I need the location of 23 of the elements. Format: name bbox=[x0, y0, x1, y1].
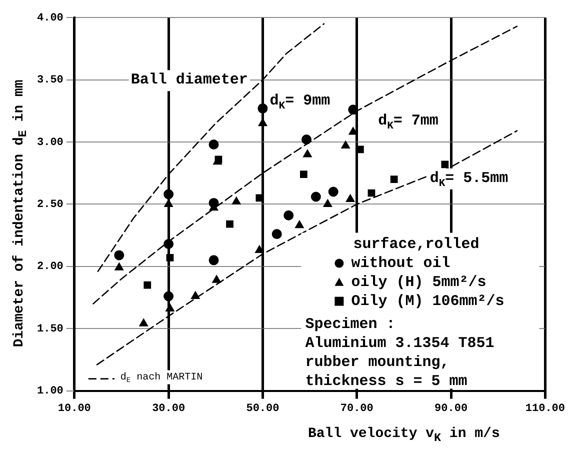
x-tick-label: 90.00 bbox=[434, 403, 468, 416]
y-tick-label: 4.00 bbox=[37, 12, 64, 24]
x-tick-label: 50.00 bbox=[246, 403, 280, 416]
y-tick-label: 1.00 bbox=[37, 386, 64, 398]
y-tick-label: 2.00 bbox=[37, 261, 64, 274]
legend-label: Oily (M) 106mm²/s bbox=[351, 293, 504, 310]
y-tick-label: 3.50 bbox=[37, 74, 64, 87]
y-tick-label: 3.00 bbox=[37, 136, 64, 149]
x-tick-label: 30.00 bbox=[152, 403, 186, 416]
y-tick-label: 2.50 bbox=[37, 198, 64, 211]
annotation: Specimen : bbox=[305, 316, 396, 334]
annotation: thickness s = 5 mm bbox=[305, 373, 468, 390]
annotation: Ball diameter bbox=[130, 72, 248, 89]
annotation: Aluminium 3.1354 T851 bbox=[305, 335, 494, 352]
x-axis-title: Ball velocity v$_{K}$ in m/s bbox=[308, 426, 500, 445]
legend-label: oily (H) 5mm²/s bbox=[351, 274, 486, 292]
legend-label: without oil bbox=[351, 255, 450, 272]
x-tick-label: 110.00 bbox=[525, 403, 565, 416]
x-tick-label: 10.00 bbox=[58, 403, 91, 416]
x-tick-label: 70.00 bbox=[340, 403, 374, 416]
annotation: rubber mounting, bbox=[305, 354, 450, 372]
annotation: surface,rolled bbox=[353, 236, 480, 254]
y-tick-label: 1.50 bbox=[37, 323, 64, 336]
